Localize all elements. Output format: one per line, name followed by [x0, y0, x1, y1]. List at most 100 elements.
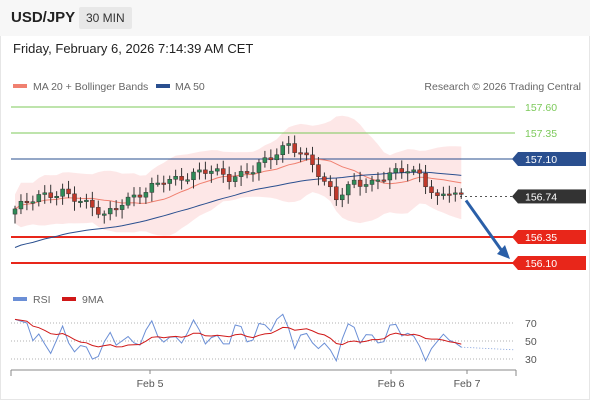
- candle: [357, 171, 363, 196]
- rsi-tick-70: 70: [525, 318, 537, 330]
- candle: [161, 175, 166, 193]
- candle: [417, 163, 422, 183]
- candle: [316, 157, 321, 186]
- level-label-157-35: 157.35: [525, 128, 557, 140]
- candle: [274, 148, 280, 166]
- candle: [310, 146, 315, 173]
- candle: [84, 193, 89, 209]
- candle: [447, 185, 452, 203]
- level-label-157-60: 157.60: [525, 102, 557, 114]
- candle: [429, 179, 434, 199]
- rsi-ma-line: [14, 318, 462, 348]
- candle: [328, 175, 333, 197]
- level-label-156-10: 156.10: [525, 258, 557, 270]
- level-tag-156-74: [518, 189, 586, 204]
- rsi-tick-50: 50: [525, 336, 537, 348]
- x-axis: Feb 5 Feb 6 Feb 7: [10, 369, 517, 390]
- candle: [78, 197, 83, 208]
- x-tick-label: Feb 7: [454, 378, 481, 390]
- rsi-panel: 70 50 30: [11, 313, 537, 366]
- candle: [203, 161, 208, 180]
- timeframe-badge[interactable]: 30 MIN: [79, 7, 132, 29]
- moving-averages: [14, 158, 462, 248]
- candle: [250, 165, 256, 182]
- candle: [232, 172, 238, 188]
- level-labels: 157.60 157.35 157.10 156.74 156.35 156.10: [512, 102, 586, 270]
- credit-label: Research © 2026 Trading Central: [424, 81, 581, 93]
- chart-datetime: Friday, February 6, 2026 7:14:39 AM CET: [13, 41, 254, 56]
- rsi-ma-legend-label: 9MA: [82, 294, 104, 306]
- candle: [119, 199, 125, 219]
- candle: [131, 187, 137, 207]
- candle: [292, 135, 297, 158]
- candle: [340, 187, 345, 208]
- candle: [286, 136, 291, 154]
- candle: [280, 141, 285, 163]
- candle: [334, 178, 339, 206]
- candle: [322, 172, 327, 186]
- level-tag-tip: [512, 230, 518, 244]
- candle: [226, 166, 232, 190]
- rsi-projection: [461, 346, 516, 351]
- symbol-title: USD/JPY: [11, 9, 76, 26]
- forecast-arrow-head: [497, 245, 510, 259]
- candle: [345, 181, 351, 204]
- level-tag-tip: [512, 256, 518, 270]
- candle: [268, 149, 274, 170]
- candle: [60, 183, 65, 205]
- rsi-legend-label: RSI: [33, 294, 51, 306]
- candle: [155, 174, 161, 187]
- candle: [244, 163, 250, 179]
- candle: [12, 205, 18, 224]
- level-tag-tip: [512, 152, 518, 166]
- candle: [173, 169, 178, 186]
- rsi-tick-30: 30: [525, 354, 537, 366]
- candle: [238, 165, 244, 186]
- candle: [435, 189, 440, 205]
- candle: [453, 187, 458, 202]
- candle: [48, 184, 53, 204]
- candle: [125, 192, 131, 209]
- x-tick-label: Feb 5: [137, 378, 164, 390]
- ma50-legend-swatch: [156, 84, 170, 88]
- candle: [107, 201, 113, 221]
- candle: [405, 164, 410, 182]
- ma20-legend-swatch: [13, 84, 27, 88]
- candle: [221, 160, 226, 183]
- chart-header: USD/JPY 30 MIN: [0, 0, 590, 36]
- level-tag-156-10: [518, 256, 586, 270]
- candle: [304, 147, 309, 161]
- candle: [113, 200, 119, 217]
- candle: [36, 190, 42, 207]
- candle: [102, 210, 107, 224]
- candle: [256, 159, 262, 181]
- rsi-ma-legend-swatch: [62, 297, 76, 301]
- candle: [96, 200, 101, 219]
- candle: [215, 163, 220, 176]
- candle: [197, 162, 202, 180]
- level-label-156-35: 156.35: [525, 232, 557, 244]
- rsi-legend-swatch: [13, 297, 27, 301]
- x-tick-label: Feb 6: [378, 378, 405, 390]
- candle: [298, 147, 303, 163]
- candle: [459, 188, 464, 199]
- candle: [149, 177, 155, 202]
- candle: [441, 186, 446, 200]
- candle: [191, 168, 196, 189]
- ma50-legend-label: MA 50: [175, 81, 205, 93]
- candle: [66, 180, 71, 199]
- candle: [375, 172, 381, 190]
- candle: [72, 186, 77, 211]
- ma50-line: [14, 171, 462, 248]
- candle: [393, 163, 399, 180]
- level-label-156-74: 156.74: [525, 191, 557, 203]
- candle: [351, 173, 357, 189]
- candle: [369, 175, 375, 192]
- candle: [18, 194, 24, 215]
- forecast-arrow: [464, 199, 510, 259]
- candle: [90, 191, 95, 217]
- candle: [179, 167, 184, 190]
- candle: [54, 191, 59, 206]
- candle: [167, 175, 172, 191]
